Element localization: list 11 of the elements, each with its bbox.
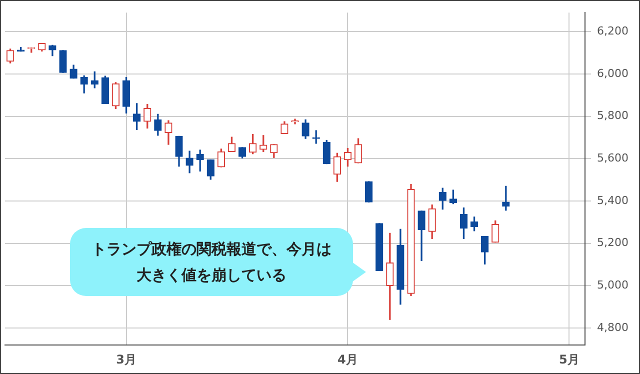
y-tick-label: 5,800 bbox=[597, 109, 628, 122]
x-tick-label: 5月 bbox=[559, 352, 580, 366]
y-tick-label: 6,000 bbox=[597, 66, 628, 80]
y-tick-label: 5,400 bbox=[597, 194, 628, 207]
y-tick-label: 5,200 bbox=[597, 236, 628, 250]
y-tick-label: 5,600 bbox=[597, 152, 628, 165]
y-tick-label: 5,000 bbox=[597, 278, 628, 292]
y-tick-label: 6,200 bbox=[597, 24, 628, 38]
y-tick-label: 4,800 bbox=[597, 320, 628, 334]
x-tick-label: 4月 bbox=[338, 352, 358, 366]
x-tick-label: 3月 bbox=[116, 352, 136, 366]
